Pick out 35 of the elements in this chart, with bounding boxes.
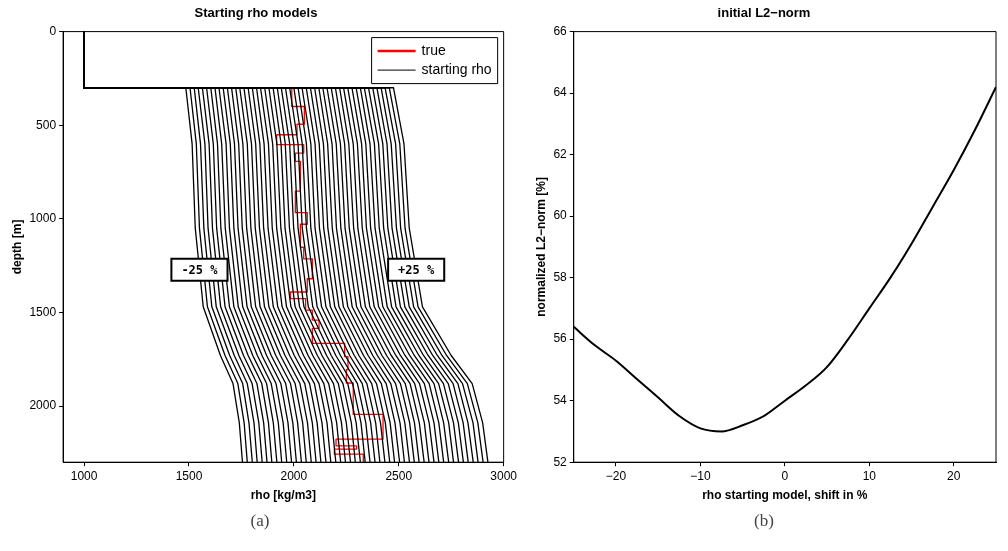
annotation: -25 %	[181, 262, 219, 277]
y-tick-label: 1500	[29, 304, 57, 319]
chart-title: initial L2−norm	[717, 5, 811, 21]
y-tick-label: 66	[553, 23, 568, 38]
x-tick-label: −10	[690, 468, 711, 483]
y-axis-title: depth [m]	[9, 219, 24, 275]
text: (a)	[249, 511, 271, 531]
x-axis-title: rho [kg/m3]	[250, 488, 317, 503]
legend-label: true	[421, 41, 446, 58]
x-tick-label: 2000	[280, 468, 308, 483]
x-tick-label: −20	[605, 468, 627, 483]
annotation: +25 %	[398, 262, 436, 277]
y-tick-label: 1000	[29, 211, 57, 226]
legend-label: starting rho	[421, 60, 492, 77]
x-tick-label: 20	[947, 468, 961, 483]
x-tick-label: 2500	[385, 468, 413, 483]
x-tick-label: 3000	[490, 468, 518, 483]
y-tick-label: 0	[49, 23, 57, 38]
y-axis-title: normalized L2−norm [%]	[533, 177, 548, 317]
text: (b)	[753, 511, 775, 531]
y-tick-label: 52	[553, 454, 568, 469]
x-tick-label: 10	[862, 468, 877, 483]
y-tick-label: 54	[553, 393, 568, 407]
y-tick-label: 56	[553, 331, 568, 346]
y-tick-label: 58	[553, 269, 568, 284]
y-tick-label: 62	[553, 146, 568, 161]
x-axis-title: rho starting model, shift in %	[702, 488, 868, 503]
x-tick-label: 0	[781, 468, 789, 483]
x-tick-label: 1500	[175, 468, 203, 483]
y-tick-label: 500	[36, 117, 57, 132]
y-tick-label: 60	[553, 208, 568, 223]
x-tick-label: 1000	[70, 468, 98, 483]
y-tick-label: 64	[553, 85, 568, 100]
chart-title: Starting rho models	[194, 5, 318, 21]
y-tick-label: 2000	[29, 398, 57, 413]
